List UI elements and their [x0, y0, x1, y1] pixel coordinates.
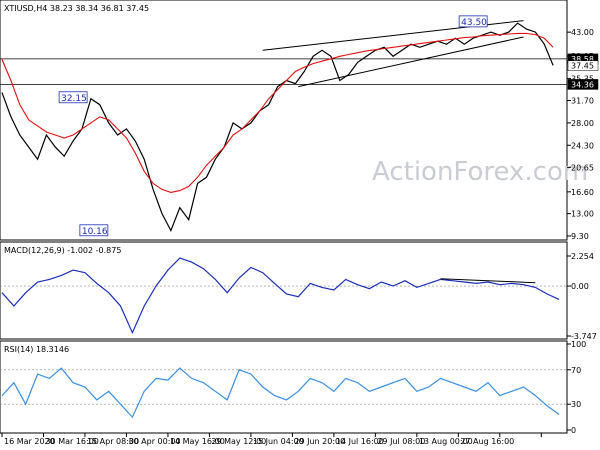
y-tick-label: 43.00	[571, 28, 594, 37]
y-tick-label: 31.70	[571, 97, 594, 106]
y-tick-label: 24.30	[571, 141, 594, 150]
x-tick-label: 27 Aug 16:00	[460, 437, 514, 446]
x-tick-label: 29 Jun 20:00	[294, 437, 345, 446]
y-tick-label: 0.00	[571, 282, 589, 291]
annotation-box	[458, 15, 488, 28]
x-tick-label: 15 Jun 04:00	[253, 437, 304, 446]
rsi-panel-title: RSI(14) 18.3146	[4, 345, 69, 354]
y-tick-label: 100	[571, 340, 586, 349]
annotation-box	[58, 91, 88, 104]
macd-panel-title: MACD(12,26,9) -1.002 -0.875	[4, 246, 121, 255]
series-line-1-0	[1, 257, 560, 335]
rsi-panel	[0, 340, 568, 434]
y-tick-label: 35.35	[571, 74, 594, 83]
y-tick-label: -3.747	[571, 332, 597, 341]
annotation-label: 43.50	[461, 18, 487, 28]
x-tick-label: 16 Mar 2020	[4, 437, 55, 446]
x-tick-label: 15 Apr 08:00	[87, 437, 139, 446]
series-line-0-1	[1, 32, 554, 193]
price-tag-label: 34.36	[571, 80, 594, 89]
y-tick-label: 30	[571, 400, 581, 409]
y-tick-label: 28.00	[571, 119, 594, 128]
x-tick-label: 14 May 16:00	[170, 437, 225, 446]
macd-panel	[0, 241, 568, 340]
price-tag	[567, 60, 599, 71]
price-tag-label: 38.58	[571, 55, 594, 64]
x-tick-label: 30 Mar 16:00	[45, 437, 98, 446]
y-tick-label: 0	[571, 426, 576, 435]
price-panel-title: XTIUSD,H4 38.23 38.34 36.81 37.45	[4, 4, 149, 13]
y-tick-label: 70	[571, 366, 581, 375]
y-tick-label: 13.00	[571, 210, 594, 219]
price-tag-label: 37.45	[571, 62, 594, 71]
watermark: ActionForex.com	[372, 157, 588, 187]
x-tick-label: 14 Jul 16:00	[336, 437, 384, 446]
x-tick-label: 29 May 12:00	[211, 437, 266, 446]
price-tag	[567, 79, 599, 90]
series-line-0-0	[1, 22, 554, 233]
y-tick-label: 16.60	[571, 188, 594, 197]
channel-lower	[298, 36, 524, 88]
x-tick-label: 13 Aug 00:00	[419, 437, 473, 446]
y-tick-label: 20.65	[571, 163, 594, 172]
x-tick-label: 29 Jul 08:00	[377, 437, 425, 446]
annotation-label: 10.16	[82, 227, 108, 237]
y-tick-label: 9.30	[571, 232, 589, 241]
y-tick-label: 2.254	[571, 252, 594, 261]
series-line-2-0	[1, 367, 560, 419]
macd-trendline	[440, 278, 536, 284]
annotation-box	[79, 224, 109, 237]
x-tick-label: 30 Apr 00:00	[128, 437, 180, 446]
annotation-label: 32.15	[61, 94, 87, 104]
